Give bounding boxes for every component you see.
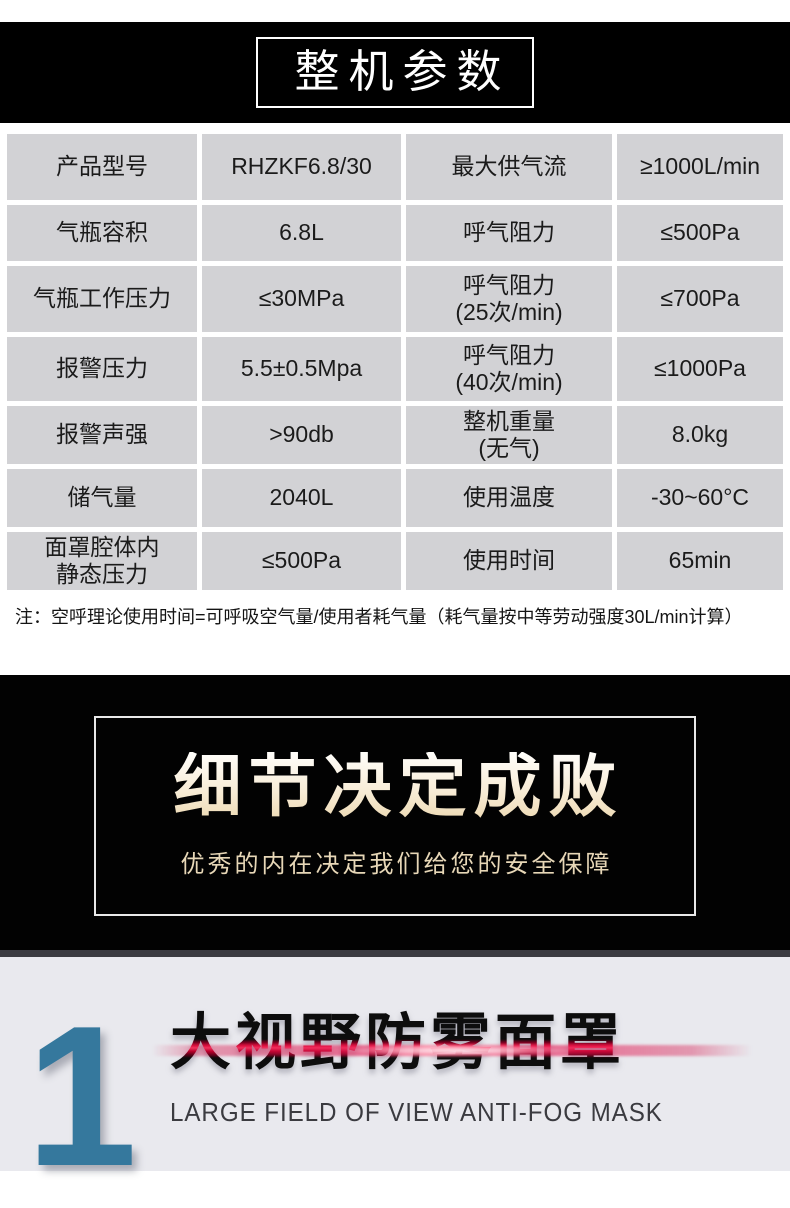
section-title: 整机参数 bbox=[294, 46, 511, 97]
spec-value: ≤700Pa bbox=[617, 266, 783, 332]
spec-label: 气瓶容积 bbox=[7, 205, 197, 261]
section-header-band: 整机参数 bbox=[0, 22, 790, 123]
spec-label: 整机重量 (无气) bbox=[406, 406, 612, 464]
spec-label: 使用时间 bbox=[406, 532, 612, 590]
section-divider bbox=[0, 950, 790, 957]
spec-label: 面罩腔体内 静态压力 bbox=[7, 532, 197, 590]
spec-value: >90db bbox=[202, 406, 401, 464]
spec-value: ≤1000Pa bbox=[617, 337, 783, 401]
spec-label: 产品型号 bbox=[7, 134, 197, 200]
spec-label: 报警压力 bbox=[7, 337, 197, 401]
spec-label: 使用温度 bbox=[406, 469, 612, 527]
spec-value: ≤30MPa bbox=[202, 266, 401, 332]
spec-value: ≤500Pa bbox=[202, 532, 401, 590]
banner-subtitle: 优秀的内在决定我们给您的安全保障 bbox=[180, 850, 613, 878]
spec-value: 5.5±0.5Mpa bbox=[202, 337, 401, 401]
spec-value: 8.0kg bbox=[617, 406, 783, 464]
spec-table: 产品型号 RHZKF6.8/30 最大供气流 ≥1000L/min 气瓶容积 6… bbox=[7, 134, 783, 590]
spec-value: ≤500Pa bbox=[617, 205, 783, 261]
spec-value: -30~60°C bbox=[617, 469, 783, 527]
banner-title: 细节决定成败 bbox=[173, 749, 624, 826]
spec-table-section: 产品型号 RHZKF6.8/30 最大供气流 ≥1000L/min 气瓶容积 6… bbox=[0, 123, 790, 629]
banner-section: 细节决定成败 优秀的内在决定我们给您的安全保障 bbox=[0, 675, 790, 950]
spec-value: 6.8L bbox=[202, 205, 401, 261]
spec-value: RHZKF6.8/30 bbox=[202, 134, 401, 200]
spec-label: 报警声强 bbox=[7, 406, 197, 464]
feature-content: 大视野防雾面罩 LARGE FIELD OF VIEW ANTI-FOG MAS… bbox=[152, 1008, 752, 1128]
spec-label: 储气量 bbox=[7, 469, 197, 527]
spec-label: 气瓶工作压力 bbox=[7, 266, 197, 332]
feature-title: 大视野防雾面罩 bbox=[170, 1008, 700, 1076]
spec-value: 2040L bbox=[202, 469, 401, 527]
feature-section: 1 大视野防雾面罩 LARGE FIELD OF VIEW ANTI-FOG M… bbox=[0, 957, 790, 1197]
spec-label: 最大供气流 bbox=[406, 134, 612, 200]
section-title-box: 整机参数 bbox=[256, 37, 534, 108]
spec-value: ≥1000L/min bbox=[617, 134, 783, 200]
banner-frame: 细节决定成败 优秀的内在决定我们给您的安全保障 bbox=[94, 715, 696, 916]
feature-subtitle-en: LARGE FIELD OF VIEW ANTI-FOG MASK bbox=[170, 1097, 663, 1128]
feature-index-number: 1 bbox=[26, 985, 138, 1208]
top-margin bbox=[0, 0, 790, 22]
spec-note: 注：空呼理论使用时间=可呼吸空气量/使用者耗气量（耗气量按中等劳动强度30L/m… bbox=[15, 607, 743, 627]
spec-label: 呼气阻力 (40次/min) bbox=[406, 337, 612, 401]
spec-label: 呼气阻力 (25次/min) bbox=[406, 266, 612, 332]
spec-value: 65min bbox=[617, 532, 783, 590]
spec-label: 呼气阻力 bbox=[406, 205, 612, 261]
